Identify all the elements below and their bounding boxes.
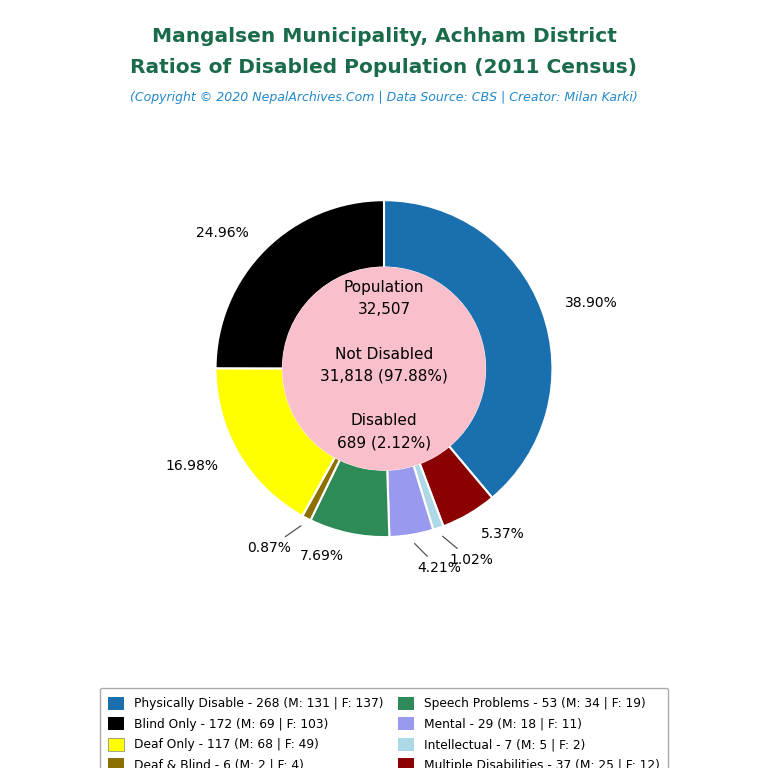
Legend: Physically Disable - 268 (M: 131 | F: 137), Blind Only - 172 (M: 69 | F: 103), D: Physically Disable - 268 (M: 131 | F: 13… (100, 688, 668, 768)
Text: 38.90%: 38.90% (564, 296, 617, 310)
Wedge shape (387, 465, 433, 537)
Wedge shape (216, 368, 335, 516)
Text: 5.37%: 5.37% (481, 528, 525, 541)
Text: Mangalsen Municipality, Achham District: Mangalsen Municipality, Achham District (151, 27, 617, 46)
Text: 4.21%: 4.21% (415, 544, 461, 575)
Wedge shape (216, 200, 384, 369)
Wedge shape (413, 463, 443, 530)
Wedge shape (419, 446, 492, 526)
Text: 7.69%: 7.69% (300, 549, 344, 564)
Circle shape (283, 267, 485, 470)
Text: Population
32,507

Not Disabled
31,818 (97.88%)

Disabled
689 (2.12%): Population 32,507 Not Disabled 31,818 (9… (320, 280, 448, 451)
Text: 24.96%: 24.96% (196, 226, 248, 240)
Text: 0.87%: 0.87% (247, 526, 301, 555)
Text: Ratios of Disabled Population (2011 Census): Ratios of Disabled Population (2011 Cens… (131, 58, 637, 77)
Text: 1.02%: 1.02% (442, 536, 493, 567)
Wedge shape (303, 457, 340, 520)
Text: 16.98%: 16.98% (165, 459, 218, 473)
Wedge shape (384, 200, 552, 498)
Text: (Copyright © 2020 NepalArchives.Com | Data Source: CBS | Creator: Milan Karki): (Copyright © 2020 NepalArchives.Com | Da… (130, 91, 638, 104)
Wedge shape (310, 459, 389, 537)
